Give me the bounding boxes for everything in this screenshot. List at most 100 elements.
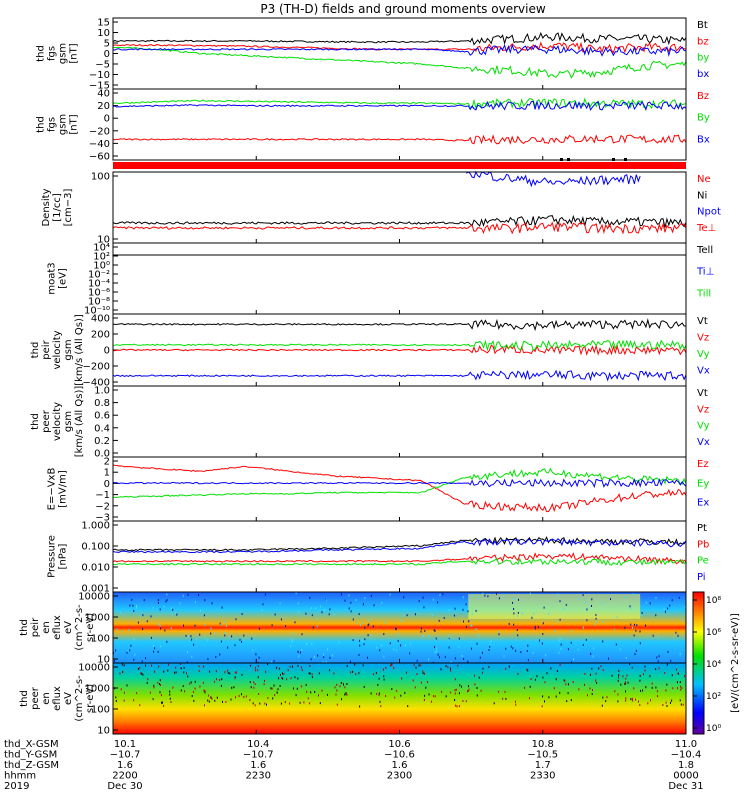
- y-tick-label: −2: [95, 501, 110, 512]
- spectrogram-pixel: [539, 639, 540, 642]
- spectrogram-pixel: [502, 697, 504, 700]
- spectrogram-pixel: [463, 620, 464, 623]
- spectrogram-pixel: [515, 703, 517, 706]
- y-tick-label: −60: [89, 152, 110, 163]
- spectrogram-pixel: [475, 609, 477, 612]
- spectrogram-pixel: [233, 686, 235, 689]
- spectrogram-pixel: [234, 644, 236, 647]
- spectrogram-pixel: [378, 677, 380, 680]
- spectrogram-pixel: [616, 615, 618, 618]
- spectrogram-pixel: [170, 701, 172, 703]
- spectrogram-pixel: [649, 675, 651, 678]
- spectrogram-pixel: [571, 629, 573, 632]
- spectrogram-pixel: [520, 651, 522, 654]
- spectrogram-pixel: [530, 678, 532, 680]
- spectrogram-pixel: [289, 665, 291, 668]
- spectrogram-pixel: [434, 651, 436, 654]
- spectrogram-pixel: [198, 594, 199, 596]
- spectrogram-pixel: [645, 686, 647, 689]
- legend-Vx: Vx: [697, 437, 710, 448]
- spectrogram-pixel: [207, 699, 209, 702]
- spectrogram-pixel: [380, 705, 382, 708]
- legend-Vy: Vy: [697, 349, 710, 360]
- spectrogram-pixel: [294, 676, 296, 679]
- spectrogram-pixel: [163, 605, 165, 608]
- spectrogram-pixel: [271, 687, 273, 690]
- spectrogram-pixel: [266, 703, 267, 706]
- spectrogram-pixel: [676, 668, 677, 671]
- spectrogram-pixel: [329, 669, 331, 672]
- panel-bg: [113, 172, 686, 243]
- spectrogram-pixel: [624, 682, 626, 685]
- spectrogram-pixel: [346, 665, 348, 668]
- spectrogram-pixel: [629, 663, 631, 666]
- spectrogram-pixel: [584, 672, 586, 675]
- spectrogram-pixel: [190, 635, 192, 638]
- panel-peer_spec: 10000 1000 100 10 thd peer en eflux eV (cm^2-s-sr…: [19, 662, 687, 737]
- spectrogram-pixel: [219, 653, 221, 656]
- y-tick-label: 10⁻²: [88, 270, 110, 281]
- spectrogram-pixel: [159, 624, 161, 627]
- y-axis-label: gsm: [63, 411, 74, 432]
- y-axis-label: [mV/m]: [58, 470, 69, 508]
- spectrogram-pixel: [649, 602, 651, 605]
- colorbar-tick-label: 10⁰: [706, 724, 721, 734]
- spectrogram-pixel: [130, 644, 132, 647]
- spectrogram-pixel: [565, 683, 567, 686]
- spectrogram-pixel: [301, 669, 303, 672]
- spectrogram-pixel: [490, 640, 492, 643]
- spectrogram-pixel: [591, 693, 593, 695]
- spectrogram-pixel: [512, 597, 514, 600]
- spectrogram-pixel: [394, 696, 396, 699]
- spectrogram-pixel: [116, 628, 118, 631]
- spectrogram-pixel: [436, 650, 438, 653]
- spectrogram-pixel: [166, 640, 168, 643]
- spectrogram-pixel: [311, 614, 313, 617]
- y-axis-label: (cm^2-s-: [74, 604, 85, 651]
- x-row-value: 1.6: [392, 760, 408, 771]
- spectrogram-pixel: [598, 667, 600, 670]
- spectrogram-pixel: [169, 697, 171, 700]
- spectrogram-pixel: [336, 683, 338, 686]
- spectrogram-pixel: [306, 642, 308, 645]
- spectrogram-pixel: [474, 674, 476, 677]
- spectrogram-pixel: [455, 688, 457, 691]
- spectrogram-pixel: [318, 672, 320, 675]
- spectrogram-pixel: [301, 648, 303, 651]
- spectrogram-pixel: [476, 687, 478, 689]
- spectrogram-pixel: [211, 697, 213, 700]
- spectrogram-pixel: [180, 667, 182, 670]
- spectrogram-pixel: [243, 696, 245, 698]
- spectrogram-pixel: [422, 635, 424, 637]
- spectrogram-pixel: [355, 599, 357, 602]
- spectrogram-pixel: [472, 594, 474, 597]
- spectrogram-pixel: [489, 643, 491, 646]
- spectrogram-pixel: [602, 669, 604, 672]
- y-axis-label: peer: [30, 686, 41, 710]
- spectrogram-pixel: [655, 597, 657, 599]
- x-row-value: 1.8: [678, 760, 694, 771]
- spectrogram-pixel: [594, 623, 596, 626]
- y-axis-label: gsm: [58, 114, 69, 135]
- spectrogram-pixel: [584, 683, 585, 686]
- spectrogram-pixel: [437, 601, 439, 604]
- spectrogram-pixel: [420, 681, 422, 684]
- spectrogram-pixel: [350, 610, 352, 613]
- legend-Pi: Pi: [697, 572, 706, 583]
- y-axis-label: moat3: [47, 262, 58, 294]
- spectrogram-pixel: [265, 670, 267, 673]
- spectrogram-pixel: [324, 609, 326, 612]
- spectrogram-pixel: [187, 675, 189, 678]
- spectrogram-pixel: [595, 621, 597, 624]
- spectrogram-pixel: [362, 639, 364, 642]
- spectrogram-pixel: [401, 619, 403, 622]
- spectrogram-pixel: [157, 681, 159, 684]
- spectrogram-pixel: [261, 609, 263, 611]
- spectrogram-pixel: [267, 697, 269, 700]
- spectrogram-pixel: [498, 633, 500, 636]
- spectrogram-pixel: [600, 665, 602, 668]
- y-tick-label: 0.4: [94, 423, 110, 434]
- spectrogram-pixel: [560, 643, 562, 646]
- spectrogram-pixel: [510, 645, 512, 648]
- spectrogram-pixel: [200, 609, 201, 612]
